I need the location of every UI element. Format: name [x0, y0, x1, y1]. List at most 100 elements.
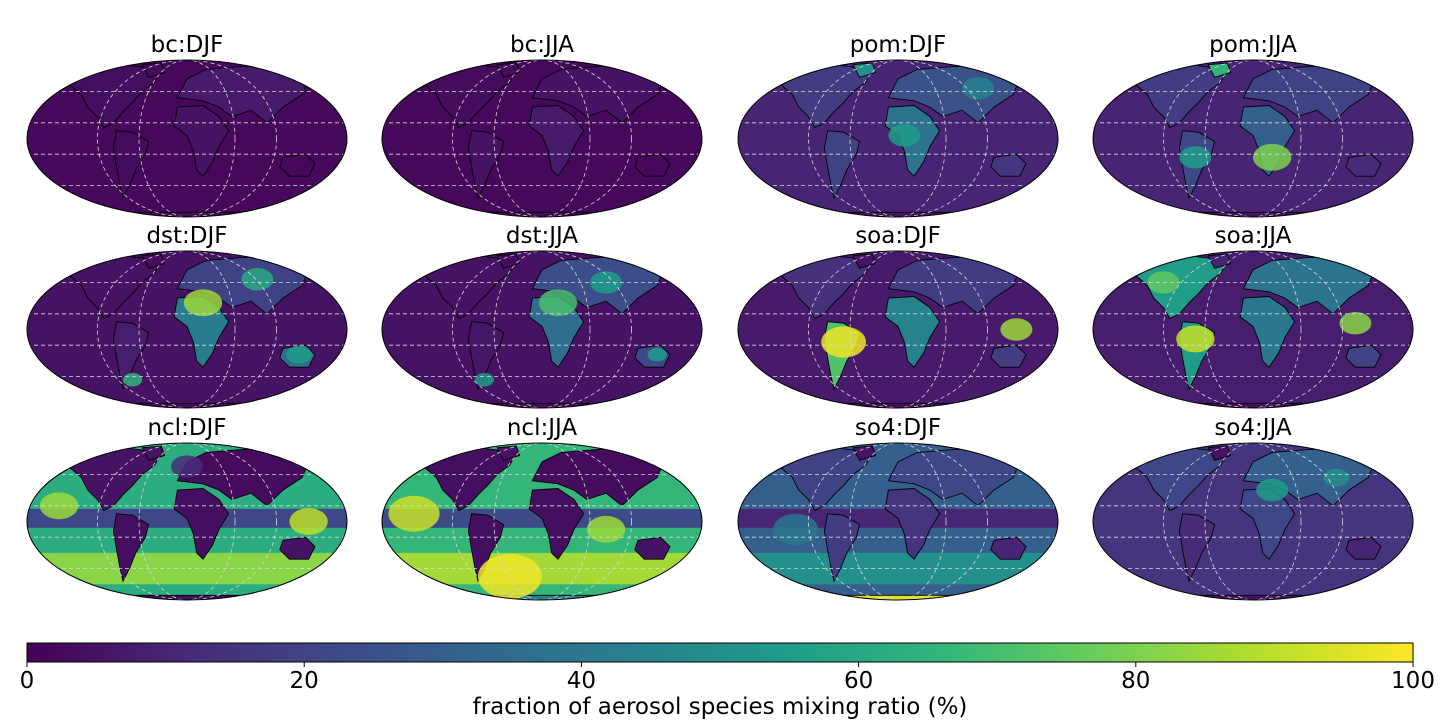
landmass-greenland: [1207, 253, 1232, 269]
concentration-hotspot: [183, 289, 223, 317]
landmass-africa: [173, 105, 230, 177]
map-border: [737, 59, 1059, 218]
concentration-hotspot: [962, 77, 994, 100]
colorbar-tick-label: 80: [1121, 668, 1151, 694]
concentration-hotspot: [171, 455, 203, 478]
gridlines: [382, 60, 702, 217]
map-panel-ncl-jja: [381, 442, 703, 601]
landmass-africa: [884, 488, 941, 560]
landmass-samerica: [112, 130, 150, 200]
landmass-greenland: [852, 253, 877, 269]
map-panel-so4-djf: [737, 442, 1059, 601]
colorbar-tick-label: 60: [843, 668, 874, 694]
landmass-greenland: [496, 253, 521, 269]
landmass-antarctica: [89, 211, 285, 217]
landmass-antarctica: [444, 211, 640, 217]
landmass-australia: [990, 536, 1027, 560]
panel-title: dst:DJF: [146, 223, 228, 249]
landmass-australia: [1345, 344, 1382, 368]
panel-title: pom:JJA: [1209, 32, 1297, 58]
landmass-greenland: [1207, 62, 1232, 78]
landmass-antarctica: [800, 211, 996, 217]
concentration-hotspot: [478, 554, 542, 599]
landmass-eurasia: [176, 65, 310, 124]
landmass-australia: [634, 536, 671, 560]
colorbar-tick-label: 100: [1391, 668, 1435, 694]
concentration-hotspot: [821, 326, 866, 358]
landmass-eurasia: [531, 65, 665, 124]
map-panel-dst-djf: [26, 250, 348, 409]
map-panel-bc-djf: [26, 59, 348, 218]
map-panel-so4-jja: [1092, 442, 1414, 601]
map-panel-soa-djf: [737, 250, 1059, 409]
landmass-greenland: [496, 62, 521, 78]
gridlines: [382, 251, 702, 408]
landmass-samerica: [1178, 513, 1216, 583]
map-border: [381, 442, 703, 601]
landmass-australia: [634, 153, 671, 177]
landmass-antarctica: [800, 402, 996, 408]
landmass-eurasia: [1242, 256, 1376, 315]
map-panel-pom-jja: [1092, 59, 1414, 218]
landmass-antarctica: [444, 402, 640, 408]
concentration-hotspot: [289, 508, 328, 535]
map-border: [737, 250, 1059, 409]
panel-title: bc:JJA: [510, 32, 574, 58]
landmass-greenland: [141, 62, 166, 78]
landmass-samerica: [467, 130, 505, 200]
gridlines: [27, 251, 347, 408]
colorbar-label: fraction of aerosol species mixing ratio…: [472, 694, 968, 720]
concentration-hotspot: [123, 373, 143, 387]
landmass-antarctica: [89, 402, 285, 408]
concentration-hotspot: [1256, 478, 1289, 502]
map-border: [26, 250, 348, 409]
concentration-hotspot: [586, 515, 626, 543]
gridlines: [738, 251, 1058, 408]
map-panel-bc-jja: [381, 59, 703, 218]
landmass-samerica: [823, 513, 861, 583]
landmass-greenland: [141, 253, 166, 269]
landmass-eurasia: [887, 256, 1021, 315]
concentration-hotspot: [241, 268, 274, 291]
concentration-hotspot: [474, 373, 494, 387]
map-border: [381, 250, 703, 409]
landmass-eurasia: [176, 448, 310, 507]
landmass-australia: [990, 344, 1027, 368]
landmass-africa: [173, 488, 230, 560]
landmass-australia: [279, 536, 316, 560]
landmass-africa: [884, 296, 941, 368]
panel-title: so4:DJF: [854, 415, 942, 441]
gridlines: [382, 443, 702, 600]
panel-title: soa:JJA: [1214, 223, 1292, 249]
landmass-antarctica: [1155, 211, 1351, 217]
gridlines: [738, 443, 1058, 600]
landmass-australia: [1345, 536, 1382, 560]
concentration-hotspot: [388, 495, 440, 532]
colorbar-tick-label: 0: [19, 668, 35, 694]
colorbar-tick-label: 20: [289, 668, 319, 694]
panel-title: pom:DJF: [849, 32, 947, 58]
gridlines: [738, 60, 1058, 217]
landmass-greenland: [1207, 445, 1232, 461]
panel-title: so4:JJA: [1214, 415, 1292, 441]
concentration-hotspot: [1000, 318, 1033, 341]
landmass-australia: [1345, 153, 1382, 177]
concentration-hotspot: [773, 513, 818, 546]
map-border: [1092, 59, 1414, 218]
landmass-africa: [528, 488, 585, 560]
landmass-greenland: [141, 445, 166, 461]
map-border: [26, 442, 348, 601]
concentration-hotspot: [1253, 143, 1292, 171]
landmass-eurasia: [1242, 65, 1376, 124]
colorbar-rect: [26, 642, 1414, 663]
gridlines: [27, 60, 347, 217]
map-border: [737, 442, 1059, 601]
landmass-antarctica: [1155, 402, 1351, 408]
map-panel-ncl-djf: [26, 442, 348, 601]
landmass-antarctica: [89, 594, 285, 600]
landmass-australia: [990, 153, 1027, 177]
concentration-hotspot: [888, 124, 921, 147]
landmass-greenland: [496, 445, 521, 461]
concentration-hotspot: [1339, 312, 1372, 335]
landmass-australia: [279, 153, 316, 177]
